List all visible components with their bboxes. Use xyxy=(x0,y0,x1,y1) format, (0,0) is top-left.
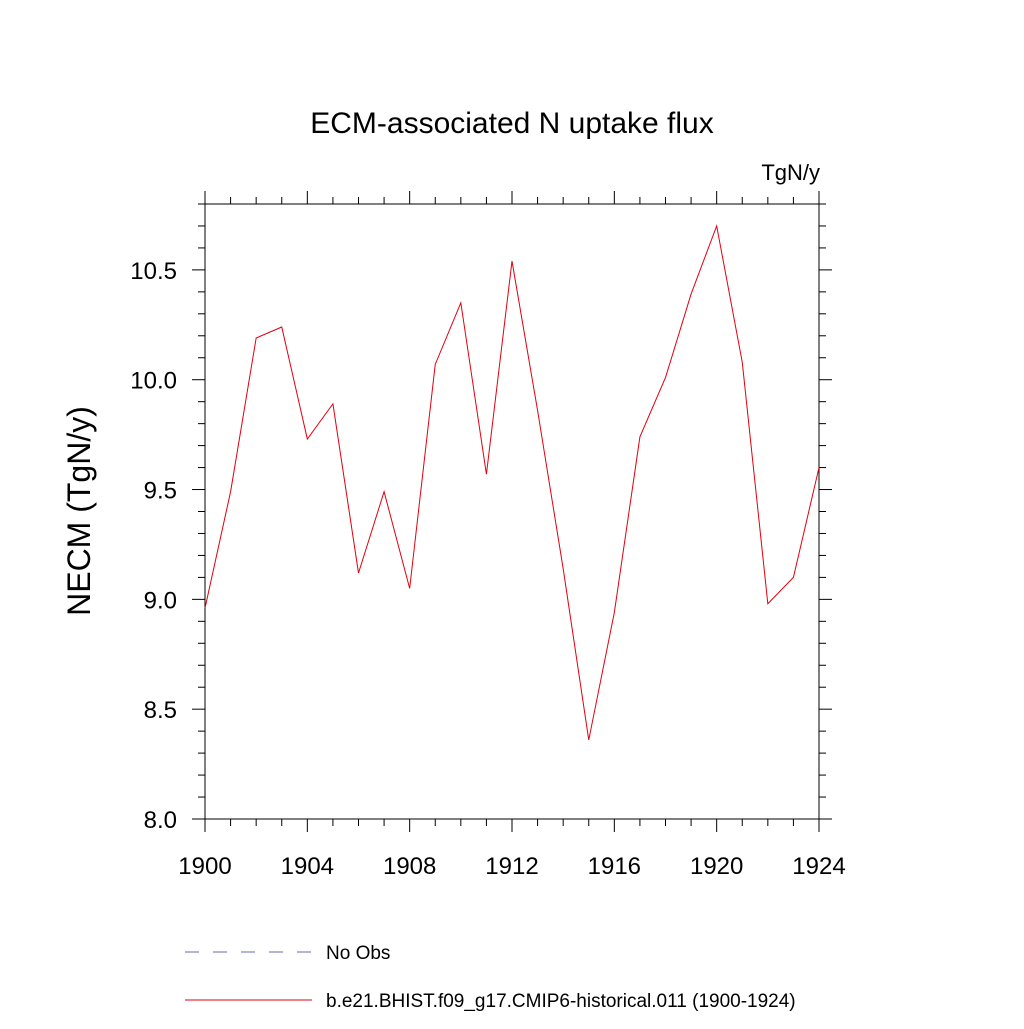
series-layer xyxy=(204,224,820,741)
y-tick-label: 10.5 xyxy=(130,258,177,285)
y-tick-label: 9.5 xyxy=(144,478,177,505)
plot-frame xyxy=(204,203,820,820)
x-tick-label: 1924 xyxy=(792,853,845,880)
legend-label: b.e21.BHIST.f09_g17.CMIP6-historical.011… xyxy=(326,991,796,1012)
series-line xyxy=(204,224,820,741)
y-tick-label: 10.0 xyxy=(130,368,177,395)
x-tick-label: 1904 xyxy=(281,853,334,880)
chart-title: ECM-associated N uptake flux xyxy=(310,107,714,140)
legend-label: No Obs xyxy=(326,943,390,964)
y-tick-label: 8.0 xyxy=(144,807,177,834)
x-tick-label: 1900 xyxy=(178,853,231,880)
y-axis-label: NECM (TgN/y) xyxy=(61,406,97,616)
x-tick-label: 1916 xyxy=(588,853,641,880)
units-label: TgN/y xyxy=(761,160,820,185)
y-tick-label: 8.5 xyxy=(144,697,177,724)
x-tick-label: 1912 xyxy=(485,853,538,880)
x-tick-label: 1908 xyxy=(383,853,436,880)
axis-tick-labels: 1900 1904 1908 1912 1916 1920 1924 8.0 8.5 9.0 9.5… xyxy=(130,258,845,880)
x-tick-label: 1920 xyxy=(690,853,743,880)
y-tick-label: 9.0 xyxy=(144,587,177,614)
legend: No Obs b.e21.BHIST.f09_g17.CMIP6-historic… xyxy=(185,943,796,1012)
axis-ticks xyxy=(192,191,832,832)
